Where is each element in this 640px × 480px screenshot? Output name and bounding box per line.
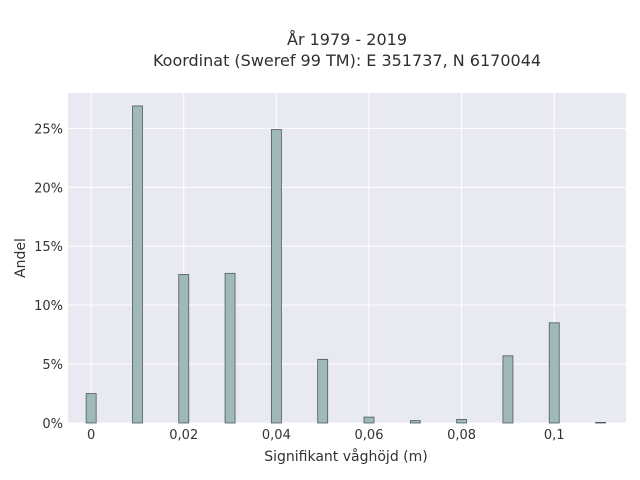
y-tick-label: 10% xyxy=(34,299,63,314)
bar xyxy=(178,274,190,424)
chart-title: År 1979 - 2019 xyxy=(287,30,407,49)
y-tick-label: 20% xyxy=(34,181,63,196)
bars xyxy=(85,105,606,424)
bar xyxy=(224,272,236,424)
x-axis-ticks: 0 0,02 0,04 0,06 0,08 0,1 xyxy=(87,428,565,443)
x-tick-label: 0,02 xyxy=(169,428,198,443)
bar xyxy=(85,393,97,424)
y-tick-label: 15% xyxy=(34,240,63,255)
plot-area xyxy=(68,93,626,423)
y-tick-label: 25% xyxy=(34,122,63,137)
y-tick-label: 5% xyxy=(42,358,63,373)
y-axis-label: Andel xyxy=(13,238,29,278)
x-tick-label: 0,06 xyxy=(355,428,384,443)
y-tick-label: 0% xyxy=(42,417,63,432)
chart-subtitle: Koordinat (Sweref 99 TM): E 351737, N 61… xyxy=(153,51,541,70)
bar xyxy=(409,420,421,424)
x-tick-label: 0,04 xyxy=(262,428,291,443)
x-tick-label: 0,08 xyxy=(447,428,476,443)
y-axis-ticks: 0% 5% 10% 15% 20% 25% xyxy=(34,122,63,432)
bar xyxy=(595,422,606,424)
bar xyxy=(502,355,514,424)
bar xyxy=(317,358,329,424)
x-axis-label: Signifikant våghöjd (m) xyxy=(264,448,427,465)
x-tick-label: 0,1 xyxy=(544,428,565,443)
bar xyxy=(132,105,143,424)
bar xyxy=(548,322,560,424)
bar xyxy=(456,419,468,424)
bar xyxy=(363,416,375,424)
x-tick-label: 0 xyxy=(87,428,95,443)
bar xyxy=(270,129,282,424)
